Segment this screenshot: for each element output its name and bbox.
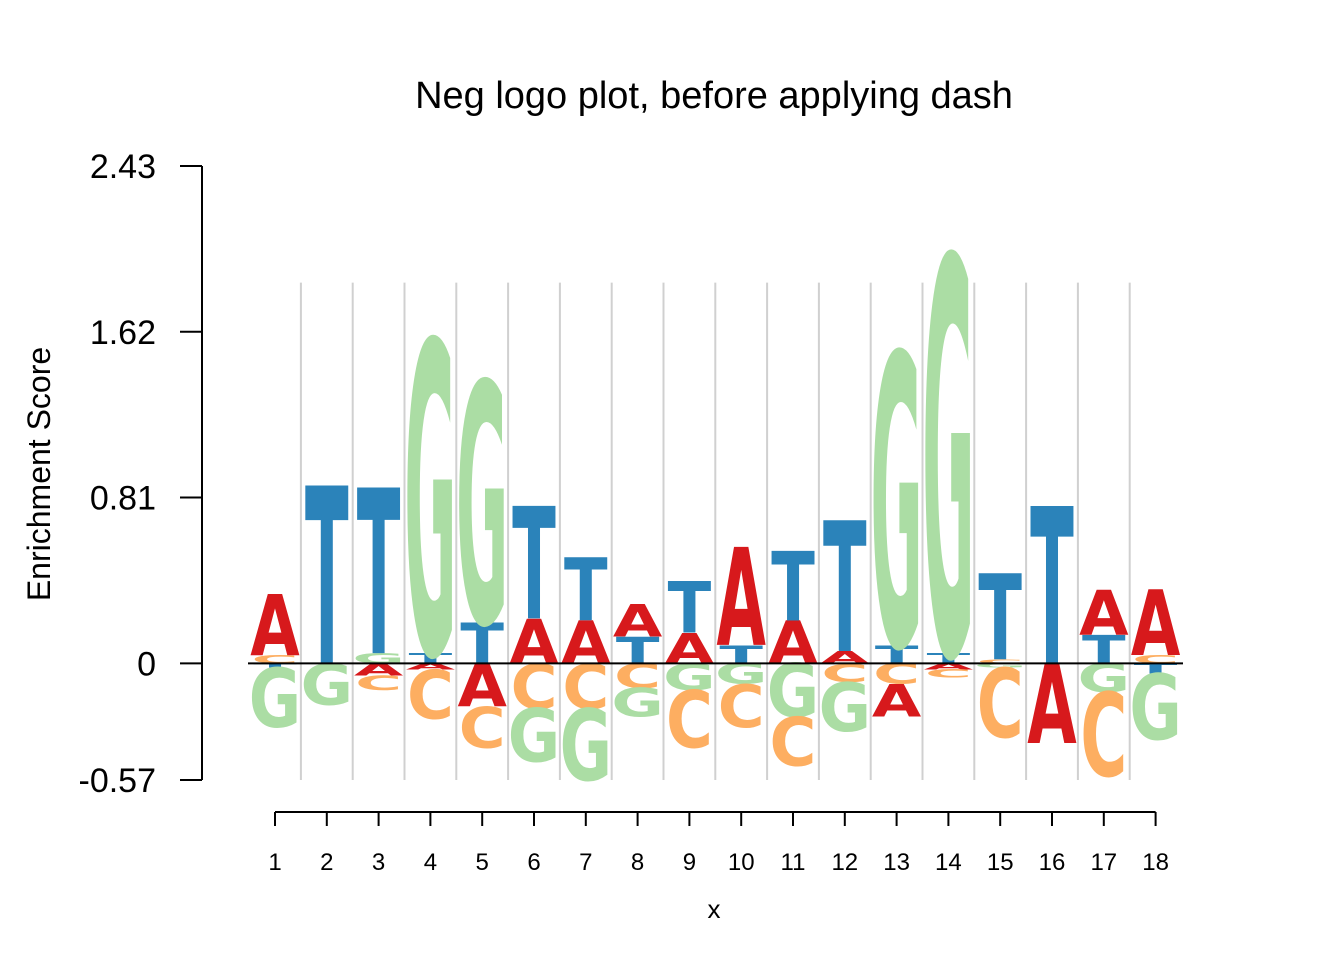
glyph-a-pos11-up: A	[768, 610, 818, 678]
x-tick-label: 6	[527, 849, 540, 876]
glyph-a-pos18-up: A	[1131, 573, 1180, 677]
glyph-t-pos8-up: T	[616, 630, 660, 672]
glyph-t-pos7-up: T	[564, 539, 608, 640]
glyph-a-pos9-up: A	[665, 624, 715, 673]
y-tick-label: 0.81	[90, 480, 156, 518]
x-axis-label: x	[708, 894, 721, 924]
glyph-g-pos1-down: G	[249, 652, 301, 747]
glyph-g-pos14-up: G	[922, 150, 974, 782]
x-tick-label: 12	[831, 849, 858, 876]
glyph-g-pos8-down: G	[611, 680, 663, 726]
glyph-c-pos17-down: C	[1080, 670, 1127, 804]
glyph-g-pos13-up: G	[870, 273, 922, 739]
glyph-g-pos7-down: G	[560, 689, 612, 804]
x-tick-label: 9	[683, 849, 696, 876]
glyph-c-pos3-down: C	[355, 672, 402, 695]
x-axis: 1 2 3 4 5 6 7 8 9 10 11 12 13 14 15 16 17 18	[268, 811, 1169, 876]
x-tick-label: 11	[781, 849, 806, 876]
glyph-a-pos1-up: A	[250, 577, 300, 675]
glyph-g-pos4-up: G	[404, 256, 456, 755]
y-axis-label: Enrichment Score	[21, 347, 57, 601]
glyph-a-pos4-down: A	[406, 662, 456, 672]
glyph-a-pos17-up: A	[1079, 578, 1129, 650]
glyph-c-pos9-down: C	[666, 675, 713, 766]
grid-lines	[299, 282, 1131, 780]
glyph-a-pos13-down: A	[872, 676, 922, 728]
glyph-g-pos18-down: G	[1129, 657, 1181, 761]
x-tick-label: 7	[579, 849, 592, 876]
x-tick-label: 16	[1039, 849, 1066, 876]
x-tick-label: 17	[1090, 849, 1117, 876]
glyph-t-pos5-up: T	[460, 612, 504, 677]
glyph-t-pos9-up: T	[668, 568, 712, 650]
glyph-g-pos6-down: G	[508, 695, 560, 780]
glyph-t-pos16-up: T	[1030, 463, 1074, 715]
y-tick-label: 0	[137, 645, 156, 683]
glyph-c-pos5-down: C	[459, 696, 506, 761]
glyph-g-pos15-down: G	[974, 662, 1026, 669]
glyph-t-pos12-up: T	[823, 485, 867, 694]
glyph-a-pos3-down: A	[354, 660, 403, 679]
glyph-a-pos8-up: A	[613, 596, 663, 648]
glyph-t-pos15-up: T	[978, 551, 1022, 688]
glyph-a-pos16-down: A	[1027, 643, 1076, 770]
x-tick-label: 3	[372, 849, 385, 876]
glyph-c-pos15-down: C	[977, 650, 1024, 760]
y-tick-label: 1.62	[90, 314, 156, 352]
glyph-t-pos13-up: T	[875, 640, 919, 669]
x-tick-label: 15	[987, 849, 1014, 876]
glyph-t-pos18-down: T	[1134, 661, 1178, 677]
glyph-a-pos10-up: A	[716, 520, 765, 677]
glyph-t-pos1-down: T	[253, 662, 297, 669]
y-tick-label: -0.57	[79, 762, 157, 800]
x-tick-label: 10	[728, 849, 755, 876]
x-tick-label: 1	[268, 849, 281, 876]
glyph-t-pos17-up: T	[1082, 627, 1126, 673]
glyph-g-pos5-up: G	[456, 317, 508, 702]
x-tick-label: 18	[1142, 849, 1169, 876]
x-tick-label: 2	[320, 849, 333, 876]
glyph-a-pos14-down: A	[924, 662, 974, 672]
glyph-a-pos7-up: A	[561, 610, 611, 678]
glyph-t-pos6-up: T	[512, 475, 556, 655]
y-axis: 2.43 1.62 0.81 0 -0.57	[79, 148, 203, 800]
y-tick-label: 2.43	[90, 148, 156, 186]
x-tick-label: 5	[476, 849, 489, 876]
x-tick-label: 14	[935, 849, 962, 876]
glyph-c-pos4-down: C	[407, 657, 454, 735]
glyph-a-pos6-up: A	[509, 606, 559, 678]
x-tick-label: 8	[631, 849, 644, 876]
glyph-g-pos12-down: G	[819, 669, 871, 747]
x-tick-label: 4	[424, 849, 437, 876]
glyph-c-pos14-down: C	[925, 667, 972, 680]
x-tick-label: 13	[883, 849, 910, 876]
chart-title: Neg logo plot, before applying dash	[415, 75, 1013, 117]
glyph-t-pos10-up: T	[719, 640, 763, 669]
glyph-c-pos15-up: C	[977, 658, 1024, 665]
glyph-c-pos10-down: C	[718, 673, 765, 741]
glyph-c-pos11-down: C	[770, 704, 817, 782]
glyph-t-pos2-up: T	[305, 439, 349, 722]
glyph-t-pos11-up: T	[771, 533, 815, 643]
